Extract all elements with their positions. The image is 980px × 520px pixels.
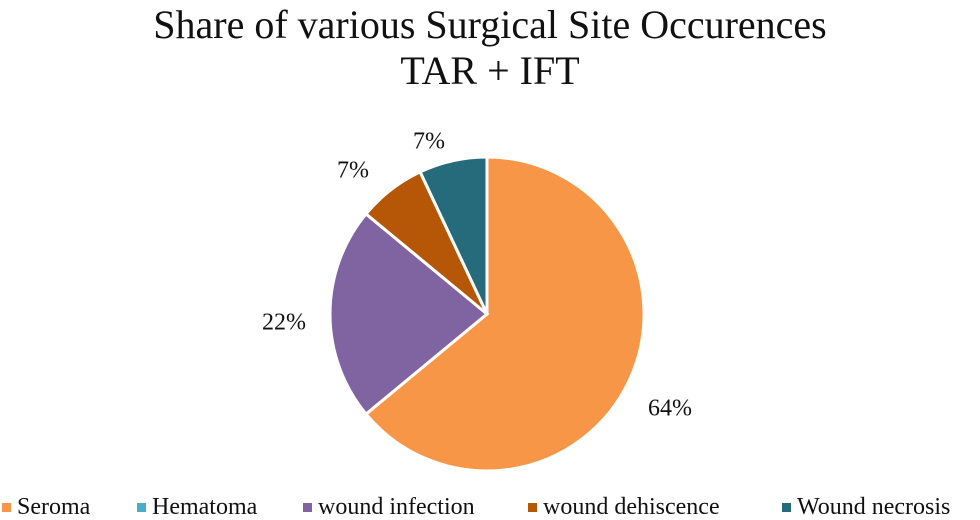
legend-swatch-seroma [2,502,11,512]
legend-swatch-wound-dehiscence [528,502,537,512]
legend-label-hematoma: Hematoma [152,494,258,520]
pie-slice-seroma [363,155,646,473]
legend-item-wound-infection: wound infection [303,494,475,520]
pie-slices [328,155,646,473]
legend-label-seroma: Seroma [17,494,91,520]
legend-label-wound-infection: wound infection [318,494,475,520]
legend-item-wound-necrosis: Wound necrosis [782,494,950,520]
legend-item-wound-dehiscence: wound dehiscence [528,494,720,520]
data-label-wound-infection: 22% [262,310,306,336]
pie-slice-wound-necrosis [418,155,489,315]
pie-slice-wound-infection [328,211,490,417]
legend-label-wound-dehiscence: wound dehiscence [543,494,720,520]
legend-swatch-wound-necrosis [782,502,791,512]
legend-item-seroma: Seroma [2,494,90,520]
legend-label-wound-necrosis: Wound necrosis [797,494,951,520]
chart-legend: Seroma Hematoma wound infection wound de… [0,494,980,520]
data-label-wound-necrosis: 7% [413,129,445,155]
legend-swatch-wound-infection [303,502,312,512]
legend-swatch-hematoma [137,502,146,512]
legend-item-hematoma: Hematoma [137,494,257,520]
data-label-seroma: 64% [648,396,692,422]
data-label-wound-dehiscence: 7% [337,158,369,184]
chart-subtitle: TAR + IFT [400,48,580,93]
chart-title: Share of various Surgical Site Occurence… [153,2,827,47]
pie-data-labels: 64% 22% 7% 7% [262,129,692,422]
